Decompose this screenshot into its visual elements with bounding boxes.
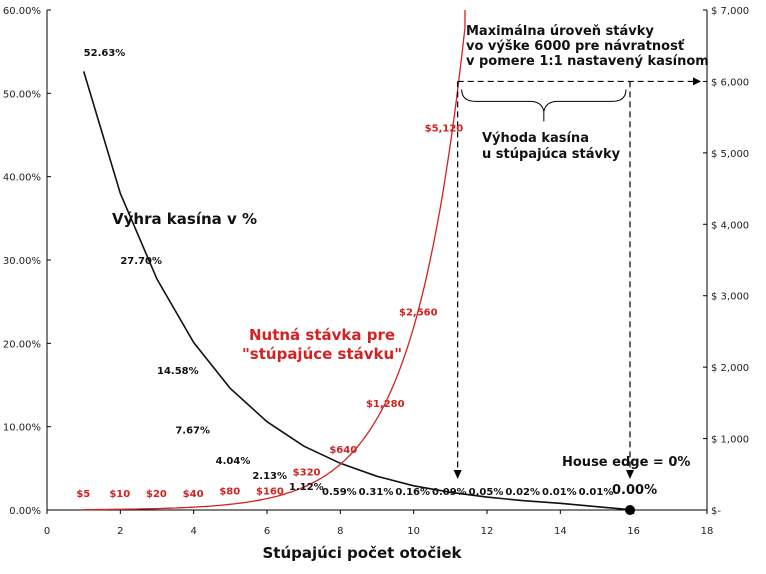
x-tick-label: 6 (264, 526, 270, 537)
annotation-lines (453, 77, 701, 479)
left-tick-label: 10.00% (3, 423, 41, 434)
data-labels: 52.63%27.70%14.58%7.67%4.04%2.13%1.12%0.… (76, 48, 613, 500)
left-tick-label: 0.00% (9, 506, 41, 517)
x-tick-label: 16 (627, 526, 640, 537)
house-win-data-label: 0.31% (359, 487, 394, 498)
house-win-series-label: Výhra kasína v % (112, 210, 257, 228)
advantage-brace (461, 89, 627, 112)
house-win-data-label: 0.09% (432, 487, 467, 498)
x-tick-label: 12 (481, 526, 494, 537)
required-bet-data-label: $160 (256, 486, 284, 497)
required-bet-label-line1: Nutná stávka pre (249, 326, 395, 344)
house-edge-end-point (625, 505, 635, 515)
x-tick-label: 10 (407, 526, 420, 537)
x-tick-label: 8 (337, 526, 343, 537)
required-bet-data-label: $320 (293, 468, 321, 479)
x-tick-label: 18 (701, 526, 714, 537)
max-bet-arrowhead (693, 77, 701, 86)
series-layer (82, 10, 635, 515)
final-value-label: 0.00% (612, 483, 657, 498)
house-win-data-label: 0.05% (469, 487, 504, 498)
house-win-data-label: 1.12% (289, 482, 324, 493)
house-win-data-label: 0.01% (579, 487, 614, 498)
required-bet-data-label: $10 (109, 489, 130, 500)
max-level-note-line1: Maximálna úroveň stávky (466, 24, 654, 39)
left-tick-label: 40.00% (3, 173, 41, 184)
left-tick-label: 30.00% (3, 256, 41, 267)
required-bet-data-label: $80 (219, 486, 240, 497)
left-axis-ticks: 0.00% 10.00% 20.00% 30.00% 40.00% 50.00% 60.00… (3, 6, 51, 517)
required-bet-data-label: $5 (76, 489, 90, 500)
required-bet-label-line2: "stúpajúce stávku" (242, 345, 402, 363)
right-tick-label: $- (711, 506, 721, 517)
max-level-note-line3: v pomere 1:1 nastavený kasínom (466, 54, 709, 69)
required-bet-data-label: $5,120 (425, 123, 464, 134)
left-tick-label: 60.00% (3, 6, 41, 17)
x-axis-ticks: 0 2 4 6 8 10 12 14 16 18 (44, 510, 714, 537)
required-bet-data-label: $1,280 (366, 399, 405, 410)
left-marker-arrowhead (453, 470, 462, 479)
x-tick-label: 14 (554, 526, 567, 537)
house-win-data-label: 0.16% (395, 487, 430, 498)
required-bet-data-label: $20 (146, 489, 167, 500)
right-tick-label: $ 6,000 (711, 77, 749, 88)
right-tick-label: $ 5,000 (711, 149, 749, 160)
house-win-data-label: 4.04% (216, 456, 251, 467)
right-tick-label: $ 1,000 (711, 435, 749, 446)
right-tick-label: $ 3,000 (711, 292, 749, 303)
house-win-data-label: 14.58% (157, 366, 199, 377)
x-tick-label: 0 (44, 526, 50, 537)
x-tick-label: 2 (117, 526, 123, 537)
required-bet-line (83, 10, 466, 511)
house-win-data-label: 0.59% (322, 487, 357, 498)
house-win-data-label: 7.67% (175, 425, 210, 436)
right-axis-ticks: $- $ 1,000 $ 2,000 $ 3,000 $ 4,000 $ 5,000 $ 6… (703, 6, 749, 517)
house-win-line (82, 71, 634, 511)
left-tick-label: 50.00% (3, 89, 41, 100)
house-win-data-label: 27.70% (120, 256, 162, 267)
required-bet-data-label: $2,560 (399, 308, 438, 319)
x-tick-label: 4 (190, 526, 196, 537)
house-edge-note: House edge = 0% (562, 455, 690, 470)
x-axis-title: Stúpajúci počet otočiek (262, 544, 462, 562)
advantage-note-line2: u stúpajúca stávky (482, 147, 621, 162)
house-win-data-label: 2.13% (252, 471, 287, 482)
right-tick-label: $ 4,000 (711, 220, 749, 231)
right-tick-label: $ 7,000 (711, 6, 749, 17)
house-win-data-label: 0.02% (505, 487, 540, 498)
required-bet-data-label: $640 (329, 445, 357, 456)
max-level-note-line2: vo výške 6000 pre návratnosť (466, 39, 685, 54)
left-tick-label: 20.00% (3, 339, 41, 350)
right-marker-arrowhead (626, 470, 634, 479)
house-win-data-label: 0.01% (542, 487, 577, 498)
required-bet-data-label: $40 (183, 489, 204, 500)
advantage-note-line1: Výhoda kasína (482, 131, 589, 146)
right-tick-label: $ 2,000 (711, 363, 749, 374)
house-win-data-label: 52.63% (84, 48, 126, 59)
